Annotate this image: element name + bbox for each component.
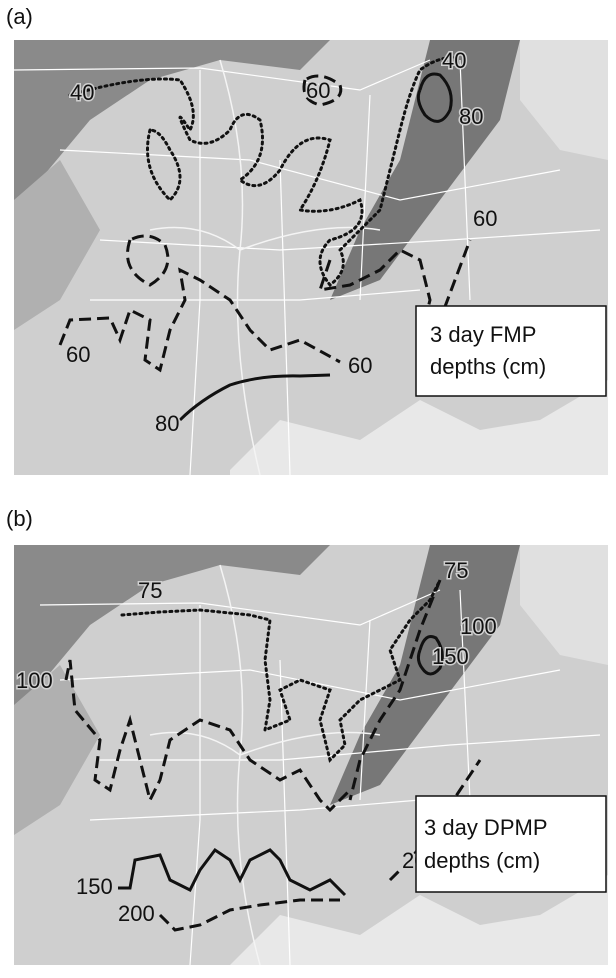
contour-label: 40 xyxy=(70,80,94,105)
contour-label: 200 xyxy=(118,901,155,926)
contour-label: 75 xyxy=(138,578,162,603)
contour-label: 40 xyxy=(442,48,466,73)
panel-label: (a) xyxy=(6,4,33,29)
contour-label: 60 xyxy=(306,78,330,103)
legend-text: 3 day DPMP xyxy=(424,815,548,840)
legend-box xyxy=(416,796,606,892)
contour-label: 100 xyxy=(16,668,53,693)
contour-label: 150 xyxy=(76,874,113,899)
figure: (a) 40 60 40 80 60 60 60 80 3 day FMP de… xyxy=(0,0,616,973)
legend-box xyxy=(416,306,606,396)
panel-label: (b) xyxy=(6,506,33,531)
contour-label: 60 xyxy=(473,206,497,231)
legend-text: depths (cm) xyxy=(430,354,546,379)
map-a: 40 60 40 80 60 60 60 80 xyxy=(14,40,608,475)
map-b: 75 75 100 150 100 150 200 200 xyxy=(14,545,608,965)
contour-label: 100 xyxy=(460,614,497,639)
contour-label: 80 xyxy=(459,104,483,129)
contour-label: 60 xyxy=(348,353,372,378)
contour-label: 80 xyxy=(155,411,179,436)
contour-label: 150 xyxy=(432,644,469,669)
legend-text: depths (cm) xyxy=(424,848,540,873)
contour-label: 60 xyxy=(66,342,90,367)
contour-label: 75 xyxy=(444,558,468,583)
legend-text: 3 day FMP xyxy=(430,322,536,347)
page: {"panels": [ {"label": "(a)", "legend": … xyxy=(0,0,616,973)
